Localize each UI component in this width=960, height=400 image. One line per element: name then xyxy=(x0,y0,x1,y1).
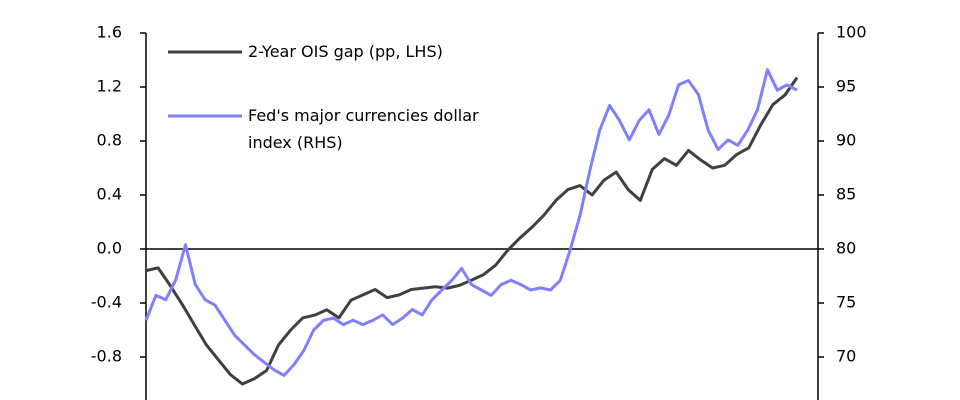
y-tick-label: 0.0 xyxy=(97,239,122,258)
series-line xyxy=(144,68,798,377)
y-tick-label: 0.4 xyxy=(97,185,122,204)
legend-background xyxy=(160,100,515,164)
y2-tick-label: 85 xyxy=(836,185,856,204)
legend-label: 2-Year OIS gap (pp, LHS) xyxy=(248,42,443,61)
legend-label: Fed's major currencies dollar index (RHS… xyxy=(248,106,479,152)
y-tick-label: 0.8 xyxy=(97,131,122,150)
y-tick-label: 1.2 xyxy=(97,77,122,96)
y2-tick-label: 100 xyxy=(836,23,867,42)
y-tick-label: 1.6 xyxy=(97,23,122,42)
y2-tick-label: 95 xyxy=(836,77,856,96)
y2-tick-label: 70 xyxy=(836,347,856,366)
series-line xyxy=(145,76,799,386)
y2-tick-label: 80 xyxy=(836,239,856,258)
legend-label-box: 2-Year OIS gap (pp, LHS) xyxy=(248,42,443,61)
y2-tick-label: 75 xyxy=(836,293,856,312)
y-tick-label: -0.4 xyxy=(91,293,122,312)
y2-tick-label: 90 xyxy=(836,131,856,150)
legend-label-box: Fed's major currencies dollar index (RHS… xyxy=(248,106,479,152)
y-tick-label: -0.8 xyxy=(91,347,122,366)
